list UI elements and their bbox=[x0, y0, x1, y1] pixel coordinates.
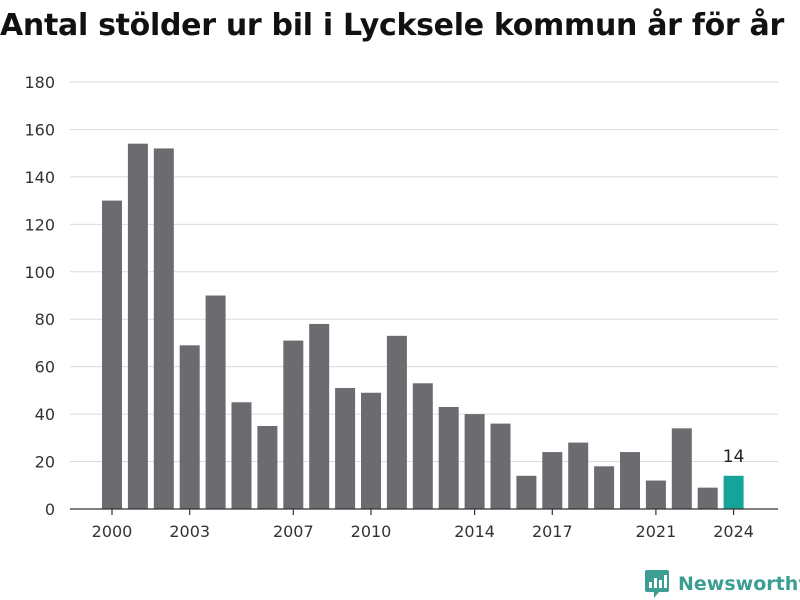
y-tick-label: 140 bbox=[24, 168, 55, 187]
bar-2019 bbox=[594, 466, 615, 509]
bars bbox=[102, 143, 744, 509]
data-label-2024: 14 bbox=[723, 447, 745, 467]
bar-2016 bbox=[516, 475, 537, 509]
bar-2013 bbox=[438, 406, 459, 509]
bar-2009 bbox=[335, 388, 356, 509]
y-tick-label: 40 bbox=[35, 405, 55, 424]
y-tick-label: 120 bbox=[24, 215, 55, 234]
bar-2024 bbox=[723, 475, 744, 509]
bar-2014 bbox=[464, 414, 485, 509]
bar-2008 bbox=[309, 323, 330, 509]
y-tick-label: 80 bbox=[35, 310, 55, 329]
y-tick-label: 180 bbox=[24, 73, 55, 92]
bar-2021 bbox=[645, 480, 666, 509]
brand-name: Newsworthy bbox=[678, 573, 800, 595]
y-tick-label: 60 bbox=[35, 358, 55, 377]
bar-2006 bbox=[257, 425, 278, 509]
x-tick-label: 2003 bbox=[169, 522, 210, 541]
bar-2005 bbox=[231, 402, 252, 509]
x-tick-label: 2024 bbox=[713, 522, 754, 541]
brand-logo: Newsworthy bbox=[644, 568, 800, 600]
x-axis: 2000 2003 2007 2010 2014 2017 2021 2024 bbox=[70, 508, 778, 541]
y-tick-label: 20 bbox=[35, 453, 55, 472]
x-tick-label: 2007 bbox=[273, 522, 314, 541]
bar-2018 bbox=[568, 442, 589, 509]
bar-2001 bbox=[127, 143, 148, 509]
bar-2007 bbox=[283, 340, 304, 509]
bar-2023 bbox=[697, 487, 718, 509]
y-tick-label: 0 bbox=[45, 500, 55, 519]
bar-2010 bbox=[361, 392, 381, 509]
bar-2020 bbox=[620, 452, 640, 509]
bar-2003 bbox=[179, 345, 200, 509]
bar-chart: 0 20 40 60 80 100 120 140 160 180 2000 2003 2007 201… bbox=[24, 73, 778, 541]
data-labels: 14 bbox=[723, 447, 745, 467]
bar-2011 bbox=[386, 335, 407, 509]
bar-2022 bbox=[671, 428, 692, 509]
x-tick-label: 2017 bbox=[532, 522, 573, 541]
y-tick-label: 160 bbox=[24, 120, 55, 139]
bar-2012 bbox=[412, 383, 433, 509]
bar-2015 bbox=[490, 423, 511, 509]
y-tick-label: 100 bbox=[24, 263, 55, 282]
chart-title: Antal stölder ur bil i Lycksele kommun å… bbox=[0, 8, 784, 43]
x-tick-label: 2021 bbox=[636, 522, 677, 541]
x-tick-label: 2010 bbox=[351, 522, 392, 541]
y-axis: 0 20 40 60 80 100 120 140 160 180 bbox=[24, 73, 55, 519]
x-tick-label: 2014 bbox=[454, 522, 495, 541]
x-tick-label: 2000 bbox=[92, 522, 133, 541]
bar-2017 bbox=[542, 452, 563, 509]
newsworthy-logo-icon bbox=[645, 570, 669, 598]
bar-2000 bbox=[102, 200, 122, 509]
bar-2002 bbox=[153, 148, 174, 509]
bar-2004 bbox=[205, 295, 226, 509]
